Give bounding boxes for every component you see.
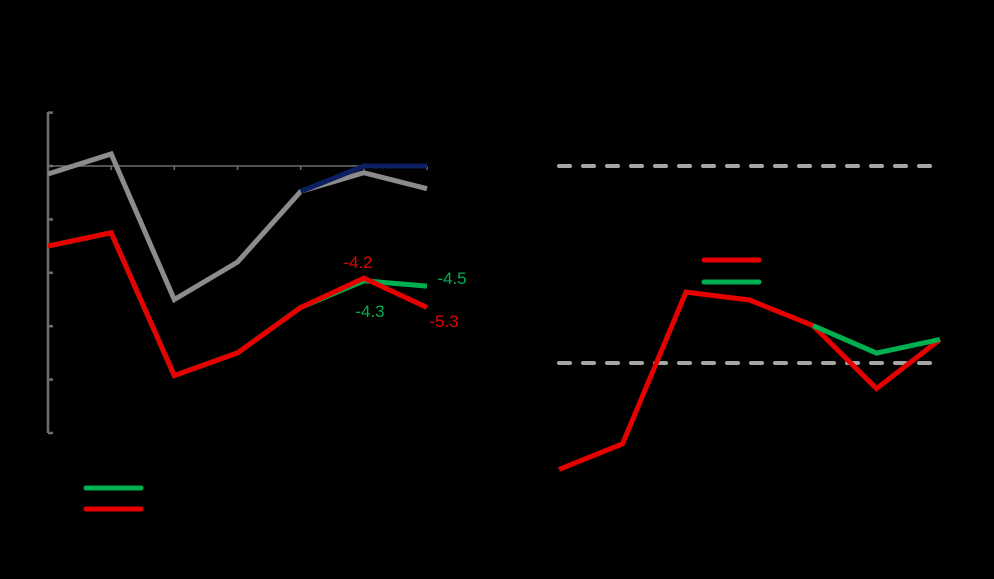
right-reference-lines: [557, 164, 940, 365]
green-series-line: [812, 323, 941, 356]
right-series-group: [558, 289, 942, 472]
navy-series-line: [299, 163, 427, 194]
red-series-line: [558, 289, 942, 472]
left-chart: -4.2 -4.5 -4.3 -5.3: [46, 111, 467, 512]
label-red-end: -5.3: [429, 312, 458, 331]
red-series-line: [47, 229, 429, 379]
right-legend: [701, 257, 762, 285]
left-series-group: [47, 150, 429, 379]
left-data-labels: -4.2 -4.5 -4.3 -5.3: [343, 253, 466, 331]
label-green-end: -4.5: [437, 269, 466, 288]
label-red-peak: -4.2: [343, 253, 372, 272]
gray-series-line: [47, 150, 428, 304]
right-chart: [557, 164, 942, 472]
left-legend: [83, 485, 144, 512]
label-green-peak: -4.3: [355, 302, 384, 321]
